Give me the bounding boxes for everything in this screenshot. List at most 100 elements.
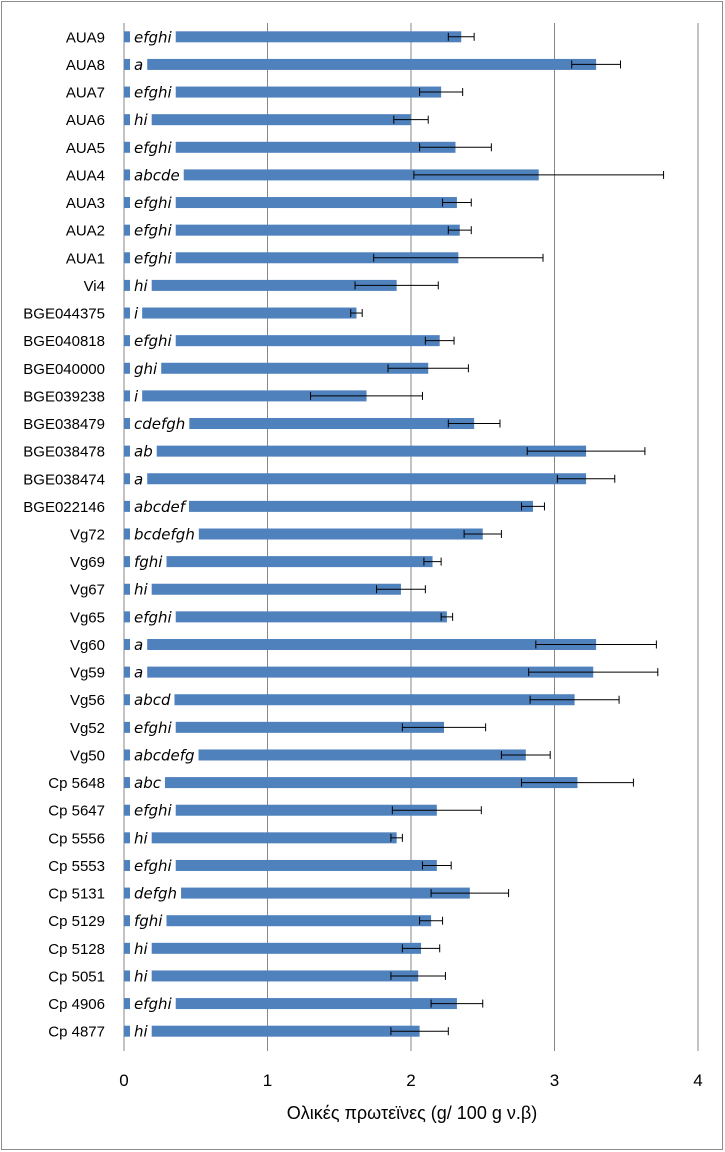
significance-label-bg [130, 911, 167, 930]
bar [124, 418, 475, 430]
significance-label: hi [134, 111, 149, 129]
significance-label-bg [130, 193, 176, 212]
bar [124, 611, 447, 623]
category-labels: AUA9 AUA8 AUA7 AUA6 AUA5 AUA4 AUA3 AUA2 AUA1 Vi4 B… [23, 29, 105, 1040]
bar [124, 777, 578, 789]
bar [124, 307, 357, 319]
significance-label: efghi [134, 84, 173, 102]
significance-label: hi [134, 940, 149, 958]
significance-label-bg [130, 773, 165, 792]
significance-label: hi [134, 829, 149, 847]
significance-label-bg [130, 497, 189, 516]
significance-label: abcd [134, 691, 171, 709]
significance-label-bg [130, 635, 148, 654]
category-label: Vg59 [70, 665, 105, 682]
category-label: AUA1 [66, 250, 105, 267]
category-label: BGE039238 [23, 388, 105, 405]
significance-label: efghi [134, 249, 173, 267]
category-label: BGE038474 [23, 471, 105, 488]
bar [124, 197, 457, 209]
category-label: AUA8 [66, 57, 105, 74]
significance-label-bg [130, 469, 148, 488]
significance-label-bg [130, 83, 176, 102]
bar [124, 556, 433, 568]
category-label: BGE044375 [23, 306, 105, 323]
significance-label-bg [130, 110, 152, 129]
significance-label: ab [134, 443, 153, 461]
significance-label-bg [130, 690, 175, 709]
category-label: Cp 5648 [48, 775, 105, 792]
category-label: Vg67 [70, 582, 105, 599]
significance-label-bg [130, 386, 143, 405]
category-label: Cp 5128 [48, 941, 105, 958]
significance-label: fghi [134, 912, 163, 930]
significance-label-bg [130, 994, 176, 1013]
significance-label-bg [130, 966, 152, 985]
significance-label-bg [130, 801, 176, 820]
significance-label-bg [130, 248, 176, 267]
significance-label: a [134, 56, 143, 74]
significance-label: bcdefgh [134, 526, 195, 544]
significance-label: ghi [134, 360, 158, 378]
bar [124, 86, 442, 98]
significance-label-bg [130, 276, 152, 295]
bar [124, 749, 526, 761]
x-tick-labels: 0 1 2 3 4 [119, 1071, 702, 1090]
category-label: Cp 4877 [48, 1024, 105, 1041]
bar [124, 804, 437, 816]
significance-label-bg [130, 607, 176, 626]
bar [124, 998, 457, 1010]
category-label: Cp 4906 [48, 996, 105, 1013]
category-label: BGE022146 [23, 499, 105, 516]
x-tick-label: 0 [119, 1071, 128, 1090]
category-label: AUA9 [66, 29, 105, 46]
significance-label: efghi [134, 802, 173, 820]
category-label: BGE040818 [23, 333, 105, 350]
bar [124, 528, 483, 540]
significance-label: hi [134, 277, 149, 295]
significance-label-bg [130, 718, 176, 737]
category-label: Vg60 [70, 637, 105, 654]
significance-label-bg [130, 165, 184, 184]
bar [124, 500, 533, 512]
category-label: AUA3 [66, 195, 105, 212]
x-tick-label: 3 [550, 1071, 559, 1090]
bar [124, 694, 575, 706]
significance-label: a [134, 636, 143, 654]
x-tick-label: 4 [693, 1071, 702, 1090]
significance-label: efghi [134, 995, 173, 1013]
significance-label: efghi [134, 28, 173, 46]
bar [124, 666, 594, 678]
significance-label-bg [130, 552, 167, 571]
significance-label-bg [130, 414, 190, 433]
significance-label: abcde [134, 166, 180, 184]
category-label: Cp 5129 [48, 913, 105, 930]
bar [124, 390, 367, 402]
category-label: AUA7 [66, 85, 105, 102]
significance-label-bg [130, 304, 143, 323]
significance-label: efghi [134, 194, 173, 212]
significance-label-bg [130, 525, 199, 543]
bar [124, 832, 397, 844]
bar [124, 887, 470, 899]
bar [124, 279, 397, 291]
category-label: Vg56 [70, 692, 105, 709]
bar [124, 362, 429, 374]
category-label: Vg65 [70, 609, 105, 626]
bar [124, 970, 419, 982]
significance-label: efghi [134, 139, 173, 157]
bar [124, 915, 432, 927]
category-label: AUA2 [66, 223, 105, 240]
significance-label: abcdefg [134, 746, 195, 764]
significance-label-bg [130, 856, 176, 875]
significance-label: efghi [134, 332, 173, 350]
significance-label-bg [130, 939, 152, 958]
bar [124, 224, 460, 236]
significance-label-bg [130, 55, 148, 74]
significance-label-bg [130, 27, 176, 46]
category-label: Cp 5553 [48, 858, 105, 875]
significance-label: a [134, 470, 143, 488]
bar [124, 445, 587, 457]
